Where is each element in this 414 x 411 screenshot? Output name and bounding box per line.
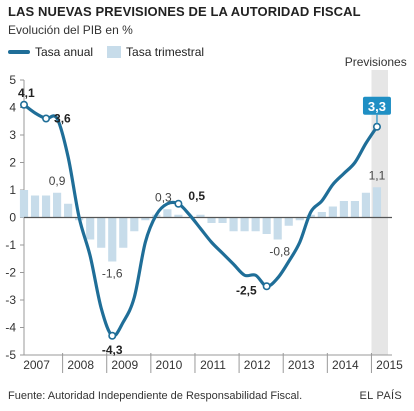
annual-point-marker	[262, 282, 271, 291]
annotation-label: -0,8	[269, 245, 290, 259]
annotation-label: 0,3	[155, 190, 172, 204]
y-tick-label: -4	[5, 321, 16, 335]
chart-subtitle: Evolución del PIB en %	[8, 23, 133, 37]
quarterly-bar	[350, 201, 359, 218]
annotation-label: -2,5	[236, 283, 257, 297]
quarterly-bar	[284, 217, 293, 226]
quarterly-bar	[229, 217, 238, 232]
quarterly-bar	[317, 212, 326, 218]
annual-point-marker	[108, 331, 117, 340]
annual-point-marker	[174, 199, 183, 208]
y-tick-label: 3	[9, 128, 16, 142]
quarterly-bar	[218, 217, 227, 223]
annotation-label: 4,1	[18, 86, 35, 100]
y-tick-label: 5	[9, 73, 16, 87]
annotation-label: 1,1	[369, 168, 386, 182]
quarterly-bar	[30, 195, 40, 218]
annotation-label: 3,3	[368, 99, 386, 114]
annotation-label: -1,6	[102, 267, 123, 281]
legend-bar-swatch	[107, 46, 122, 58]
annotation-label: 3,6	[54, 112, 71, 126]
quarterly-bar	[273, 217, 282, 240]
quarterly-bar	[328, 206, 337, 218]
y-tick-label: -5	[5, 348, 16, 362]
x-tick-label: 2015	[376, 358, 403, 372]
x-tick-label: 2014	[332, 358, 359, 372]
quarterly-bar	[130, 217, 139, 232]
x-tick-label: 2012	[244, 358, 271, 372]
quarterly-bar	[64, 203, 73, 218]
annual-point-marker	[42, 114, 51, 123]
quarterly-bar	[361, 192, 371, 218]
callout-box	[362, 96, 391, 115]
annual-point-marker	[372, 122, 381, 131]
y-tick-label: 2	[9, 156, 16, 170]
x-tick-label: 2007	[23, 358, 50, 372]
forecast-label: Previsiones	[345, 55, 407, 69]
quarterly-bar	[339, 201, 348, 218]
x-tick-label: 2008	[67, 358, 94, 372]
y-tick-label: 0	[9, 211, 16, 225]
x-tick-label: 2013	[288, 358, 315, 372]
brand-credit: EL PAÍS	[359, 390, 402, 402]
annotation-label: -4,3	[102, 343, 123, 357]
x-tick-label: 2011	[200, 358, 226, 372]
annotation-label: 0,5	[188, 189, 205, 203]
y-tick-label: 4	[9, 101, 16, 115]
x-tick-label: 2009	[111, 358, 138, 372]
quarterly-bar	[207, 217, 216, 223]
quarterly-bar	[174, 214, 183, 218]
quarterly-bar	[97, 217, 106, 248]
y-tick-label: 1	[9, 183, 16, 197]
y-tick-label: -2	[5, 266, 16, 280]
legend: Tasa anual Tasa trimestral	[8, 45, 204, 59]
annotation-label: 0,9	[49, 174, 66, 188]
chart-title: LAS NUEVAS PREVISIONES DE LA AUTORIDAD F…	[8, 4, 361, 19]
quarterly-bar	[119, 217, 128, 248]
quarterly-bar	[163, 209, 172, 218]
annual-point-marker	[19, 100, 28, 109]
quarterly-bar	[86, 217, 95, 240]
quarterly-bar	[196, 214, 205, 218]
quarterly-bar	[295, 217, 304, 221]
y-tick-label: -3	[5, 293, 16, 307]
quarterly-bar	[251, 217, 260, 232]
annual-rate-line	[22, 103, 379, 338]
quarterly-bar	[19, 190, 29, 218]
x-tick-label: 2010	[156, 358, 183, 372]
source-note: Fuente: Autoridad Independiente de Respo…	[8, 390, 303, 402]
quarterly-bar	[53, 192, 62, 218]
legend-line-label: Tasa anual	[35, 45, 94, 59]
quarterly-bar	[306, 214, 315, 218]
legend-line-swatch	[8, 50, 30, 54]
quarterly-bar	[262, 217, 271, 234]
quarterly-bar	[141, 217, 150, 221]
quarterly-bar	[41, 195, 51, 218]
quarterly-bar	[240, 217, 249, 232]
quarterly-bar	[372, 187, 382, 218]
legend-bar-label: Tasa trimestral	[126, 45, 205, 59]
y-tick-label: -1	[5, 238, 16, 252]
quarterly-bar	[108, 217, 117, 262]
